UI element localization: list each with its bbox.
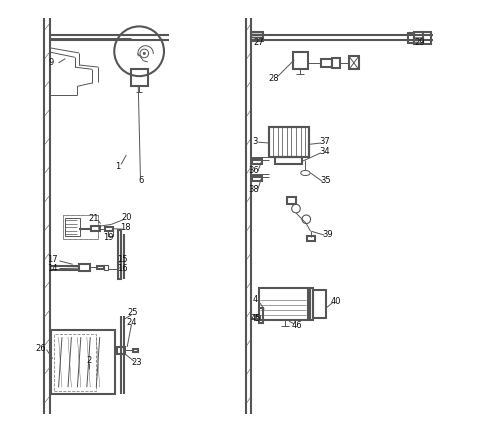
Bar — [256, 316, 260, 320]
Text: 38: 38 — [249, 185, 259, 194]
Bar — [104, 265, 108, 270]
Text: 3: 3 — [252, 137, 257, 146]
Bar — [63, 215, 98, 239]
Bar — [269, 127, 309, 157]
Bar — [117, 347, 124, 354]
Bar — [307, 237, 315, 241]
Bar — [259, 288, 308, 320]
Text: 46: 46 — [291, 321, 302, 330]
Text: 21: 21 — [89, 214, 99, 223]
Bar — [313, 290, 326, 318]
Bar — [259, 308, 263, 323]
Bar — [349, 56, 359, 69]
Bar — [51, 330, 115, 394]
Text: 6: 6 — [138, 176, 144, 185]
Text: 23: 23 — [132, 358, 142, 367]
Bar — [105, 227, 113, 231]
Text: 27: 27 — [254, 38, 264, 47]
Text: 4: 4 — [252, 295, 257, 304]
Text: 29: 29 — [415, 38, 425, 47]
Text: 16: 16 — [117, 264, 127, 273]
Bar — [408, 33, 414, 43]
Bar — [252, 159, 262, 164]
Text: 25: 25 — [127, 308, 138, 317]
Bar — [414, 32, 423, 43]
Text: 37: 37 — [319, 137, 330, 146]
Text: 20: 20 — [122, 213, 133, 221]
Bar — [63, 215, 98, 239]
Text: 14: 14 — [47, 264, 58, 273]
Bar — [321, 58, 332, 67]
Text: 2: 2 — [86, 356, 91, 365]
Bar — [310, 288, 313, 320]
Bar — [108, 230, 113, 236]
Bar — [332, 58, 340, 68]
Text: 40: 40 — [331, 297, 342, 306]
Text: 19: 19 — [103, 233, 114, 242]
Text: 18: 18 — [120, 223, 131, 232]
Text: 34: 34 — [319, 147, 330, 156]
Text: 24: 24 — [126, 318, 136, 327]
Bar — [133, 349, 138, 352]
Bar — [252, 176, 262, 181]
Bar — [275, 157, 302, 164]
Text: 26: 26 — [35, 344, 46, 353]
Text: 1: 1 — [115, 163, 121, 172]
Bar — [79, 264, 90, 271]
Bar — [287, 197, 296, 204]
Text: 45: 45 — [251, 314, 261, 323]
Text: 35: 35 — [321, 176, 332, 185]
Bar — [131, 69, 148, 86]
Bar — [118, 230, 121, 280]
Text: 39: 39 — [322, 230, 333, 239]
Text: 36: 36 — [249, 166, 259, 175]
Bar — [64, 218, 79, 236]
Text: 9: 9 — [49, 58, 54, 68]
Circle shape — [143, 52, 146, 55]
Bar — [292, 52, 307, 69]
Bar — [251, 32, 263, 41]
Text: 28: 28 — [269, 74, 279, 83]
Bar — [423, 32, 431, 43]
Bar — [54, 334, 96, 391]
Bar — [97, 266, 104, 269]
Text: 17: 17 — [47, 255, 58, 264]
Bar — [269, 127, 309, 157]
Bar — [91, 226, 100, 231]
Text: 15: 15 — [117, 255, 127, 264]
